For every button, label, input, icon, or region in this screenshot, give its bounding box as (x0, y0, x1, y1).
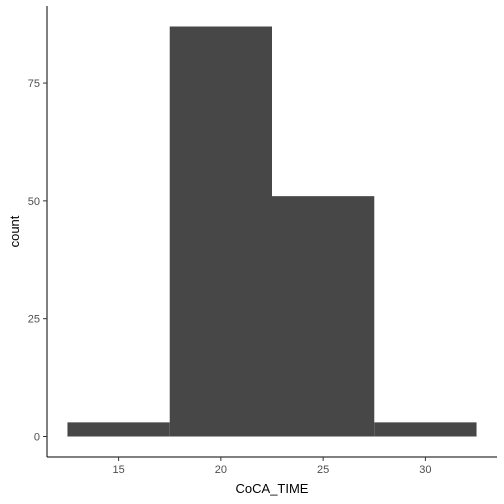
histogram-bar-3 (272, 196, 375, 437)
x-tick-label: 25 (317, 464, 329, 476)
x-axis-title: CoCA_TIME (236, 481, 309, 496)
y-tick-label: 50 (28, 196, 40, 208)
histogram-bar-1 (67, 422, 170, 437)
x-tick-label: 15 (112, 464, 124, 476)
x-tick-label: 30 (419, 464, 431, 476)
y-tick-label: 25 (28, 314, 40, 326)
x-tick-label: 20 (215, 464, 227, 476)
bars-group (67, 26, 477, 437)
y-tick-label: 75 (28, 78, 40, 90)
histogram-bar-4 (374, 422, 477, 437)
y-tick-label: 0 (34, 432, 40, 444)
x-ticks: 15 20 25 30 (112, 457, 432, 476)
histogram-bar-2 (169, 26, 272, 437)
y-ticks: 0 25 50 75 (28, 78, 47, 444)
y-axis-title: count (7, 215, 22, 247)
